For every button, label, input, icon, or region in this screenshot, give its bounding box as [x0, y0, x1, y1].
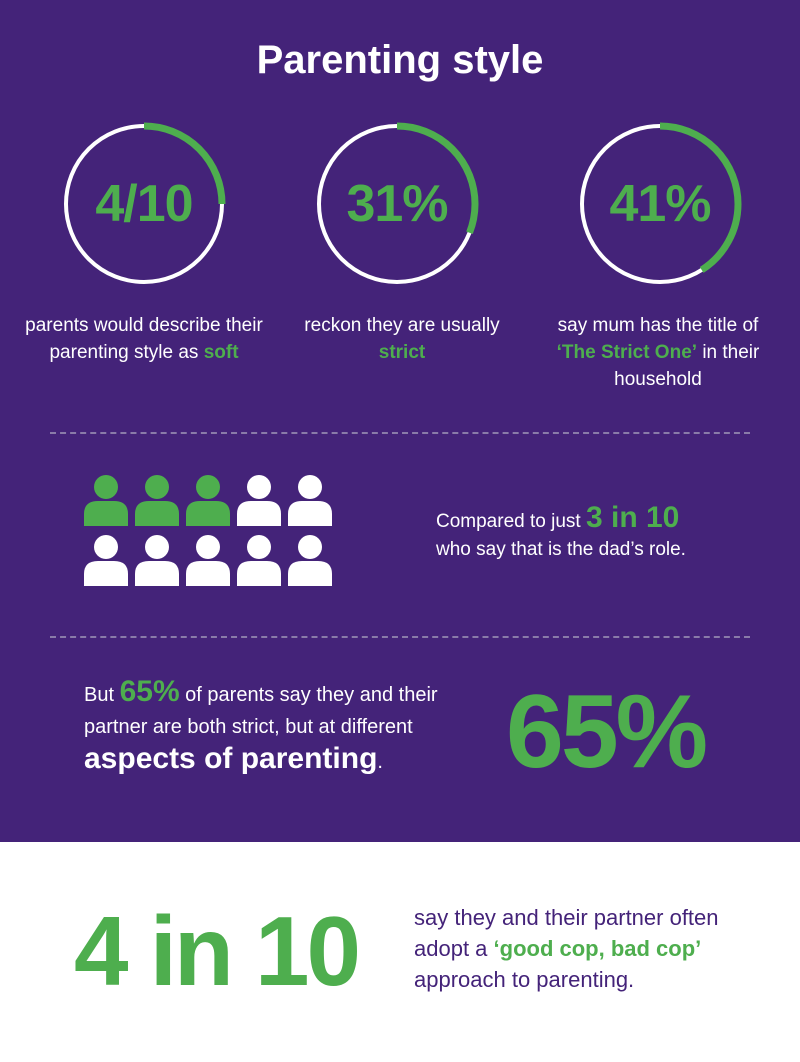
stat-value-2: 31% — [346, 175, 448, 233]
stat-ring-1: 4/10 — [62, 122, 226, 286]
stat-caption-3-highlight: ‘The Strict One’ — [556, 342, 698, 363]
big-percent-value: 65% — [506, 674, 708, 790]
stat-caption-3: say mum has the title of ‘The Strict One… — [546, 312, 770, 393]
stat-caption-2-highlight: strict — [378, 342, 426, 363]
strict-post: . — [377, 751, 383, 773]
person-icon — [286, 534, 334, 586]
white-panel — [0, 842, 800, 1062]
divider-1 — [50, 432, 750, 434]
stat-caption-3-text: say mum has the title of — [557, 315, 759, 336]
stat-caption-2-text: reckon they are usually — [304, 315, 500, 336]
person-icon — [133, 534, 181, 586]
stat-caption-1: parents would describe their parenting s… — [24, 312, 264, 366]
big-ratio-value: 4 in 10 — [74, 896, 361, 1006]
cop-post: approach to parenting. — [414, 967, 635, 992]
stat-caption-2: reckon they are usually strict — [282, 312, 522, 366]
people-grid — [82, 474, 342, 594]
person-icon — [184, 534, 232, 586]
person-icon — [184, 474, 232, 526]
dad-role-prefix: Compared to just — [436, 511, 586, 532]
stat-ring-3: 41% — [578, 122, 742, 286]
cop-pre: say they and their partner often adopt a — [414, 905, 719, 961]
person-icon — [235, 474, 283, 526]
person-icon — [133, 474, 181, 526]
dad-role-suffix: who say that is the dad’s role. — [436, 539, 686, 560]
stat-caption-1-highlight: soft — [203, 342, 239, 363]
stat-value-1: 4/10 — [95, 175, 193, 233]
person-icon — [82, 474, 130, 526]
stat-caption-1-text: parents would describe their parenting s… — [25, 315, 263, 363]
stat-ring-2: 31% — [315, 122, 479, 286]
strict-pre: But — [84, 684, 120, 706]
divider-2 — [50, 636, 750, 638]
cop-highlight: ‘good cop, bad cop’ — [493, 936, 702, 961]
stat-caption-3-end: in their household — [614, 342, 760, 390]
purple-panel — [0, 0, 800, 842]
dad-role-text: Compared to just 3 in 10 who say that is… — [436, 501, 776, 564]
stat-ring-2-arc — [315, 122, 479, 286]
strict-bold: aspects of parenting — [84, 742, 378, 775]
stat-value-3: 41% — [609, 175, 711, 233]
strict-mid: of parents say they and their partner ar… — [84, 684, 438, 738]
page-title: Parenting style — [256, 38, 544, 82]
person-icon — [286, 474, 334, 526]
stat-ring-1-arc — [62, 122, 226, 286]
strict-text: But 65% of parents say they and their pa… — [84, 676, 504, 778]
person-icon — [82, 534, 130, 586]
dad-role-highlight: 3 in 10 — [585, 501, 680, 534]
person-icon — [235, 534, 283, 586]
stat-ring-3-arc — [578, 122, 742, 286]
cop-text: say they and their partner often adopt a… — [414, 902, 774, 995]
strict-highlight: 65% — [119, 675, 180, 708]
